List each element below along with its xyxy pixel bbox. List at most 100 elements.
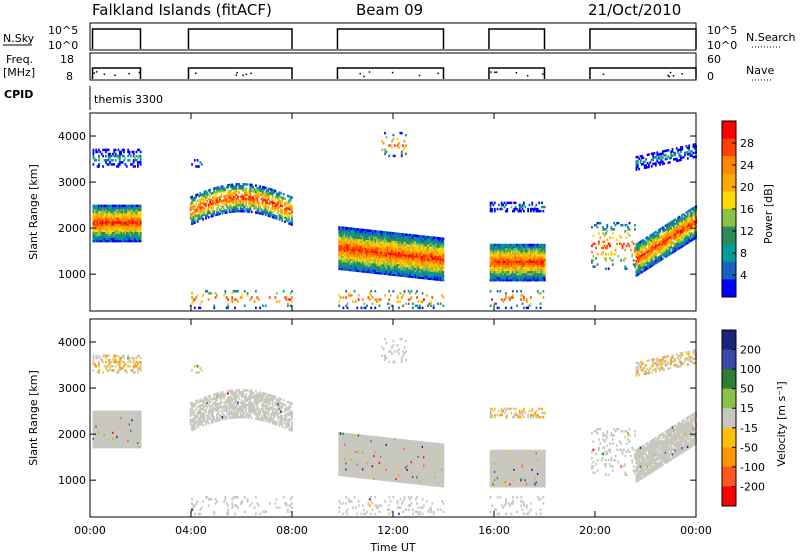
freq-tick-bottom: 8 xyxy=(66,70,73,83)
power-cell xyxy=(411,234,414,237)
power-cell xyxy=(674,232,677,236)
power-cell xyxy=(420,276,423,280)
power-cell xyxy=(268,296,271,299)
power-cell xyxy=(346,249,349,253)
power-cell xyxy=(257,298,260,301)
power-cell xyxy=(428,242,431,245)
power-cell xyxy=(534,258,536,261)
power-cell xyxy=(356,238,359,241)
power-cell xyxy=(130,208,132,212)
power-cell xyxy=(532,245,535,249)
power-cell xyxy=(107,217,110,220)
power-cell xyxy=(403,146,406,149)
power-cell xyxy=(627,232,629,235)
power-cell xyxy=(666,248,668,252)
power-cell xyxy=(203,192,206,196)
power-cell xyxy=(392,250,395,254)
power-cell xyxy=(139,214,142,218)
power-cell xyxy=(289,222,292,226)
power-cell xyxy=(660,250,663,253)
power-cell xyxy=(523,247,525,251)
power-cell xyxy=(242,205,245,209)
power-cell xyxy=(398,251,400,254)
power-cell xyxy=(389,264,392,268)
power-cell xyxy=(114,229,117,232)
power-cell xyxy=(674,243,677,246)
power-cell xyxy=(345,237,348,240)
power-cell xyxy=(417,270,420,273)
power-cell xyxy=(382,142,385,145)
power-cell xyxy=(123,210,125,214)
power-cell xyxy=(393,255,396,258)
power-cell xyxy=(230,194,232,197)
power-cell xyxy=(668,250,671,254)
power-cell xyxy=(195,196,198,199)
power-cell xyxy=(384,237,386,240)
power-cell xyxy=(542,205,545,209)
power-cell xyxy=(420,255,423,259)
power-cell xyxy=(591,259,593,262)
power-cell xyxy=(342,245,345,248)
power-cell xyxy=(118,154,121,158)
power-cell xyxy=(516,262,518,265)
power-cell xyxy=(668,226,671,229)
power-cell xyxy=(220,195,223,199)
power-cell xyxy=(642,251,645,254)
power-cell xyxy=(359,236,361,240)
power-cell xyxy=(677,218,679,222)
power-cell xyxy=(379,245,382,248)
power-cell xyxy=(439,245,442,248)
power-cell xyxy=(685,229,688,233)
power-cell xyxy=(230,189,232,193)
power-cell xyxy=(130,233,132,237)
power-cell xyxy=(96,208,99,212)
nsky-segment xyxy=(91,28,142,49)
power-cell xyxy=(510,205,513,209)
power-cell xyxy=(127,206,130,210)
power-cell xyxy=(607,267,610,270)
power-cell xyxy=(673,231,675,235)
power-cell xyxy=(686,214,689,218)
power-cell xyxy=(506,207,509,211)
power-cell xyxy=(641,154,643,158)
power-cell xyxy=(646,263,649,266)
power-cell xyxy=(110,208,113,212)
power-cell xyxy=(420,247,423,251)
power-cell xyxy=(420,268,423,271)
power-cell xyxy=(118,206,121,210)
power-cell xyxy=(388,256,391,259)
power-cell xyxy=(499,258,502,261)
power-cell xyxy=(356,257,359,260)
power-cell xyxy=(102,237,105,241)
power-cell xyxy=(536,268,539,272)
power-cell xyxy=(374,261,377,264)
power-cell xyxy=(645,251,648,255)
nave-dot xyxy=(494,71,496,74)
power-cell xyxy=(673,227,675,231)
power-cell xyxy=(541,270,543,274)
power-cell xyxy=(235,207,238,211)
power-cell xyxy=(127,219,130,222)
power-cell xyxy=(361,243,364,246)
power-cell xyxy=(421,274,424,278)
power-cell xyxy=(234,195,236,199)
power-cell xyxy=(531,274,534,278)
power-cell xyxy=(499,247,502,251)
power-cell xyxy=(666,244,668,247)
power-cell xyxy=(398,263,400,267)
power-cell xyxy=(354,256,357,260)
power-cell xyxy=(648,253,650,257)
power-cell xyxy=(374,298,377,301)
power-cell xyxy=(231,300,234,303)
power-cell xyxy=(442,254,445,257)
power-cell xyxy=(404,243,407,247)
power-cell xyxy=(538,252,541,255)
power-cell xyxy=(384,131,386,135)
power-cell xyxy=(116,229,118,232)
power-cell xyxy=(685,145,688,148)
power-cell xyxy=(525,274,528,278)
power-cell xyxy=(374,250,377,254)
power-cell xyxy=(425,237,428,241)
power-cell xyxy=(529,276,532,280)
power-cell xyxy=(131,231,134,235)
